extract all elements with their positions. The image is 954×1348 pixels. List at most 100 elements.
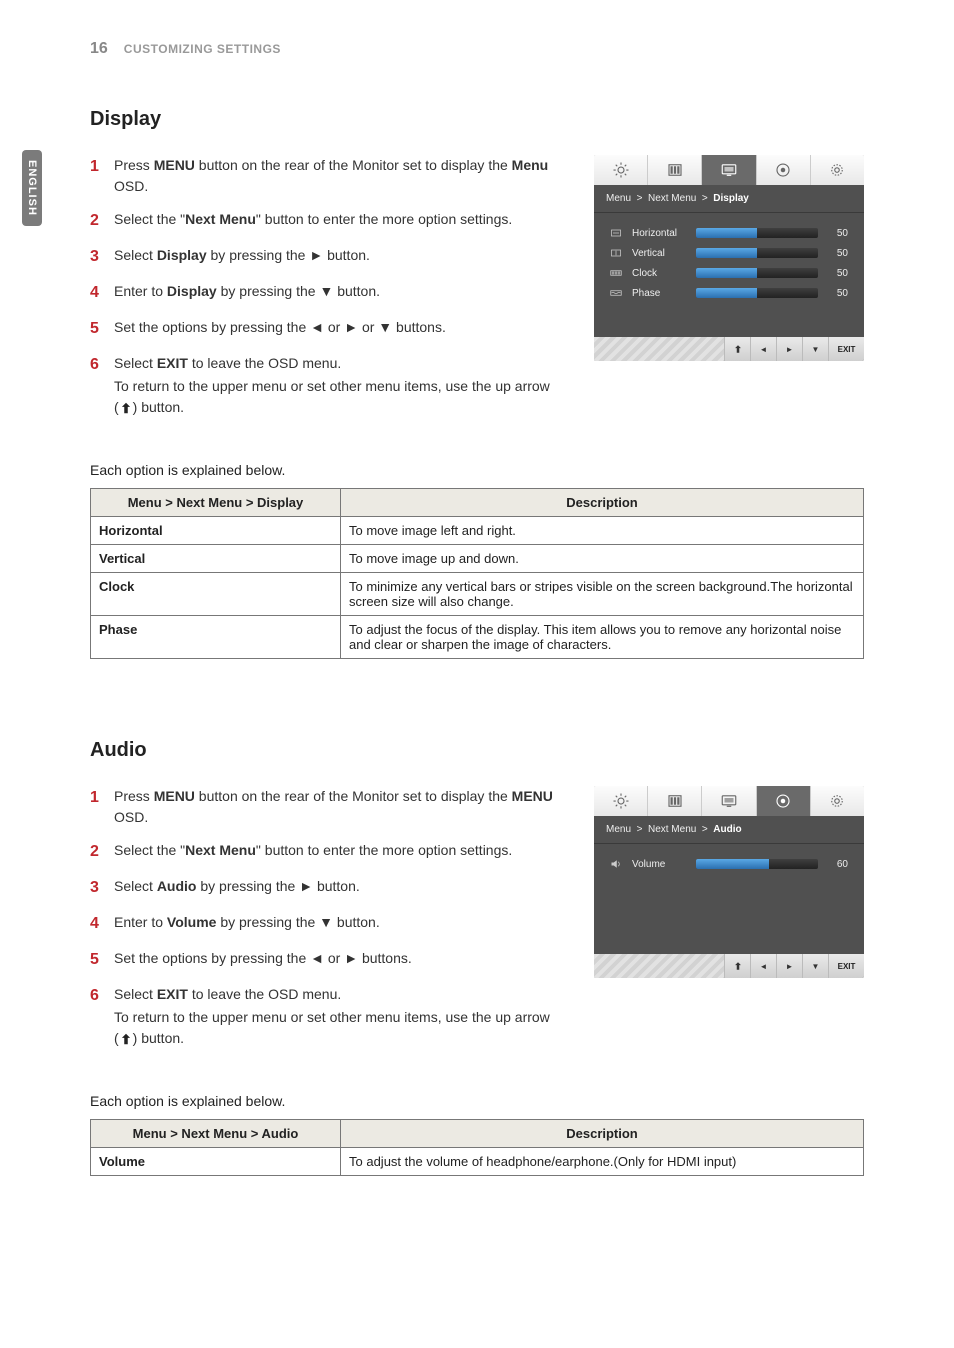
osd-row-label: Volume bbox=[632, 859, 688, 870]
step-text: Select Display by pressing the ► button. bbox=[114, 245, 370, 269]
osd-value: 50 bbox=[826, 288, 848, 299]
osd-footer-spacer bbox=[594, 337, 724, 361]
audio-table-head-desc: Description bbox=[341, 1120, 864, 1148]
option-desc: To move image left and right. bbox=[341, 517, 864, 545]
display-table-head-menu: Menu > Next Menu > Display bbox=[91, 489, 341, 517]
osd-tab[interactable] bbox=[757, 155, 811, 185]
osd-body: Volume 60 bbox=[594, 844, 864, 954]
step-number: 1 bbox=[90, 786, 104, 828]
left-arrow-icon[interactable]: ◄ bbox=[750, 337, 776, 361]
osd-row: Volume 60 bbox=[610, 858, 848, 870]
left-arrow-icon[interactable]: ◄ bbox=[750, 954, 776, 978]
exit-button[interactable]: EXIT bbox=[828, 954, 864, 978]
osd-slider[interactable] bbox=[696, 268, 818, 278]
display-content-row: 1Press MENU button on the rear of the Mo… bbox=[90, 155, 864, 430]
down-arrow-icon[interactable]: ▼ bbox=[802, 337, 828, 361]
display-table-head-desc: Description bbox=[341, 489, 864, 517]
osd-tab[interactable] bbox=[702, 786, 756, 816]
osd-slider[interactable] bbox=[696, 228, 818, 238]
right-arrow-icon[interactable]: ► bbox=[776, 337, 802, 361]
audio-table-head-menu: Menu > Next Menu > Audio bbox=[91, 1120, 341, 1148]
osd-tab[interactable] bbox=[648, 155, 702, 185]
step-text: Enter to Volume by pressing the ▼ button… bbox=[114, 912, 380, 936]
osd-footer: ◄►▼EXIT bbox=[594, 337, 864, 361]
audio-osd: Menu > Next Menu > AudioVolume60◄►▼EXIT bbox=[594, 786, 864, 978]
step-item: 6Select EXIT to leave the OSD menu.To re… bbox=[90, 353, 554, 418]
page-number: 16 bbox=[90, 40, 108, 58]
display-section-title: Display bbox=[90, 108, 864, 131]
step-number: 4 bbox=[90, 912, 104, 936]
osd-tab[interactable] bbox=[594, 155, 648, 185]
audio-explain-intro: Each option is explained below. bbox=[90, 1093, 864, 1109]
up-arrow-icon[interactable] bbox=[724, 337, 750, 361]
exit-button[interactable]: EXIT bbox=[828, 337, 864, 361]
step-item: 1Press MENU button on the rear of the Mo… bbox=[90, 155, 554, 197]
vertical-icon bbox=[610, 247, 624, 259]
osd-value: 60 bbox=[826, 859, 848, 870]
page-header: 16 CUSTOMIZING SETTINGS bbox=[90, 40, 864, 58]
language-tab: ENGLISH bbox=[22, 150, 42, 226]
option-desc: To adjust the volume of headphone/earpho… bbox=[341, 1148, 864, 1176]
header-title: CUSTOMIZING SETTINGS bbox=[124, 42, 281, 56]
right-arrow-icon[interactable]: ► bbox=[776, 954, 802, 978]
step-number: 3 bbox=[90, 876, 104, 900]
step-number: 2 bbox=[90, 209, 104, 233]
osd-slider-fill bbox=[696, 288, 757, 298]
clock-icon bbox=[610, 267, 624, 279]
step-number: 4 bbox=[90, 281, 104, 305]
step-number: 1 bbox=[90, 155, 104, 197]
phase-icon bbox=[610, 287, 624, 299]
osd-slider[interactable] bbox=[696, 859, 818, 869]
down-arrow-icon[interactable]: ▼ bbox=[802, 954, 828, 978]
osd-slider-fill bbox=[696, 228, 757, 238]
osd-tab[interactable] bbox=[648, 786, 702, 816]
display-option-table: Menu > Next Menu > Display Description H… bbox=[90, 488, 864, 659]
step-item: 2 Select the "Next Menu" button to enter … bbox=[90, 209, 554, 233]
display-osd: Menu > Next Menu > DisplayHorizontal50Ve… bbox=[594, 155, 864, 361]
step-text: Press MENU button on the rear of the Mon… bbox=[114, 786, 554, 828]
osd-tab[interactable] bbox=[702, 155, 756, 185]
osd-tabs bbox=[594, 155, 864, 185]
step-item: 5Set the options by pressing the ◄ or ► … bbox=[90, 317, 554, 341]
volume-icon bbox=[610, 858, 624, 870]
horizontal-icon bbox=[610, 227, 624, 239]
page: ENGLISH 16 CUSTOMIZING SETTINGS Display … bbox=[0, 0, 954, 1236]
step-text: Select the "Next Menu" button to enter t… bbox=[114, 840, 512, 864]
osd-tab[interactable] bbox=[594, 786, 648, 816]
osd-slider-fill bbox=[696, 859, 769, 869]
step-text: Set the options by pressing the ◄ or ► b… bbox=[114, 948, 412, 972]
audio-steps: 1Press MENU button on the rear of the Mo… bbox=[90, 786, 554, 1061]
table-row: VerticalTo move image up and down. bbox=[91, 545, 864, 573]
step-item: 4 Enter to Display by pressing the ▼ butt… bbox=[90, 281, 554, 305]
step-text: Press MENU button on the rear of the Mon… bbox=[114, 155, 554, 197]
up-arrow-icon[interactable] bbox=[724, 954, 750, 978]
step-number: 6 bbox=[90, 984, 104, 1049]
osd-slider-fill bbox=[696, 268, 757, 278]
osd-tab[interactable] bbox=[811, 786, 864, 816]
step-item: 3Select Audio by pressing the ► button. bbox=[90, 876, 554, 900]
step-text: Select EXIT to leave the OSD menu.To ret… bbox=[114, 984, 554, 1049]
osd-tab[interactable] bbox=[811, 155, 864, 185]
step-item: 1Press MENU button on the rear of the Mo… bbox=[90, 786, 554, 828]
option-name: Phase bbox=[91, 616, 341, 659]
osd-tab[interactable] bbox=[757, 786, 811, 816]
step-item: 2Select the "Next Menu" button to enter … bbox=[90, 840, 554, 864]
osd-row: Clock50 bbox=[610, 267, 848, 279]
step-text: Enter to Display by pressing the ▼ butto… bbox=[114, 281, 380, 305]
osd-row-label: Vertical bbox=[632, 248, 688, 259]
osd-body: Horizontal50Vertical50Clock50Phase50 bbox=[594, 213, 864, 337]
osd-slider[interactable] bbox=[696, 248, 818, 258]
audio-section-title: Audio bbox=[90, 739, 864, 762]
osd-slider[interactable] bbox=[696, 288, 818, 298]
step-text: Select the "Next Menu" button to enter t… bbox=[114, 209, 512, 233]
step-number: 5 bbox=[90, 948, 104, 972]
step-item: 5 Set the options by pressing the ◄ or ► … bbox=[90, 948, 554, 972]
option-desc: To adjust the focus of the display. This… bbox=[341, 616, 864, 659]
osd-slider-fill bbox=[696, 248, 757, 258]
step-text: Select EXIT to leave the OSD menu.To ret… bbox=[114, 353, 554, 418]
step-item: 4 Enter to Volume by pressing the ▼ butto… bbox=[90, 912, 554, 936]
step-number: 6 bbox=[90, 353, 104, 418]
option-desc: To move image up and down. bbox=[341, 545, 864, 573]
option-name: Horizontal bbox=[91, 517, 341, 545]
step-number: 3 bbox=[90, 245, 104, 269]
